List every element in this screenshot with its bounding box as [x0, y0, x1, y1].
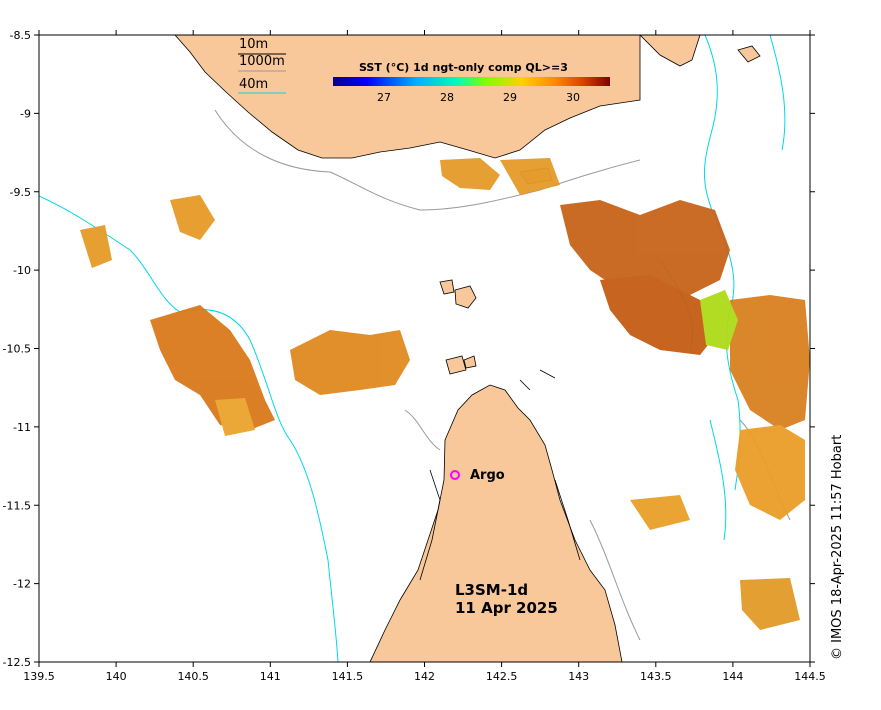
contour-legend: 10m 1000m 40m [238, 37, 286, 94]
colorbar-tick-29: 29 [503, 91, 517, 104]
lon-tick-label: 142.5 [486, 670, 518, 683]
lon-tick-label: 144.5 [794, 670, 826, 683]
contour-legend-1000m: 1000m [239, 54, 285, 69]
contour-legend-10m: 10m [239, 37, 268, 52]
land-island [737, 45, 761, 63]
colorbar-tick-30: 30 [566, 91, 580, 104]
lat-tick-label: -12 [13, 578, 31, 591]
lon-tick-label: 139.5 [23, 670, 55, 683]
lon-tick-label: 141 [260, 670, 281, 683]
land-island [439, 279, 455, 295]
lon-tick-label: 143.5 [640, 670, 672, 683]
lon-tick-label: 144 [722, 670, 743, 683]
lon-tick-label: 142 [414, 670, 435, 683]
land-new-guinea [174, 35, 641, 159]
lat-tick-label: -10 [13, 264, 31, 277]
colorbar-title: SST (°C) 1d ngt-only comp QL>=3 [359, 61, 568, 74]
lat-tick-label: -9 [20, 107, 31, 120]
colorbar-tick-28: 28 [440, 91, 454, 104]
lon-tick-label: 140 [106, 670, 127, 683]
land-cape-york [369, 384, 623, 662]
contour-40m [704, 35, 741, 491]
sst-colorbar: SST (°C) 1d ngt-only comp QL>=3 27 28 29… [333, 61, 610, 104]
lat-tick-label: -10.5 [3, 343, 31, 356]
land-island [454, 285, 477, 309]
argo-marker[interactable] [450, 470, 460, 480]
lat-tick-label: -9.5 [10, 186, 31, 199]
lat-tick-label: -8.5 [10, 29, 31, 42]
lon-tick-label: 140.5 [177, 670, 209, 683]
lon-tick-label: 141.5 [332, 670, 364, 683]
lon-tick-label: 143 [568, 670, 589, 683]
colorbar-gradient [333, 77, 610, 86]
lat-tick-label: -11.5 [3, 499, 31, 512]
sst-data-layer [80, 158, 810, 630]
latitude-axis: -8.5 -9 -9.5 -10 -10.5 -11 -11.5 -12 -12.5 [3, 29, 815, 669]
imos-credit: © IMOS 18-Apr-2025 11:57 Hobart [830, 435, 845, 660]
lat-tick-label: -12.5 [3, 656, 31, 669]
land-island [639, 35, 701, 67]
product-name: L3SM-1d [455, 581, 528, 599]
longitude-axis: 139.5 140 140.5 141 141.5 142 142.5 143 143.5 144… [23, 30, 826, 683]
lat-tick-label: -11 [13, 421, 31, 434]
contour-1000m [214, 109, 641, 211]
argo-label: Argo [470, 468, 505, 483]
contour-40m [39, 195, 339, 662]
land-island [445, 355, 467, 375]
land-island [463, 355, 477, 369]
colorbar-tick-27: 27 [377, 91, 391, 104]
contour-10m [419, 369, 581, 581]
product-date: 11 Apr 2025 [455, 599, 558, 617]
contour-legend-40m: 40m [239, 77, 268, 92]
